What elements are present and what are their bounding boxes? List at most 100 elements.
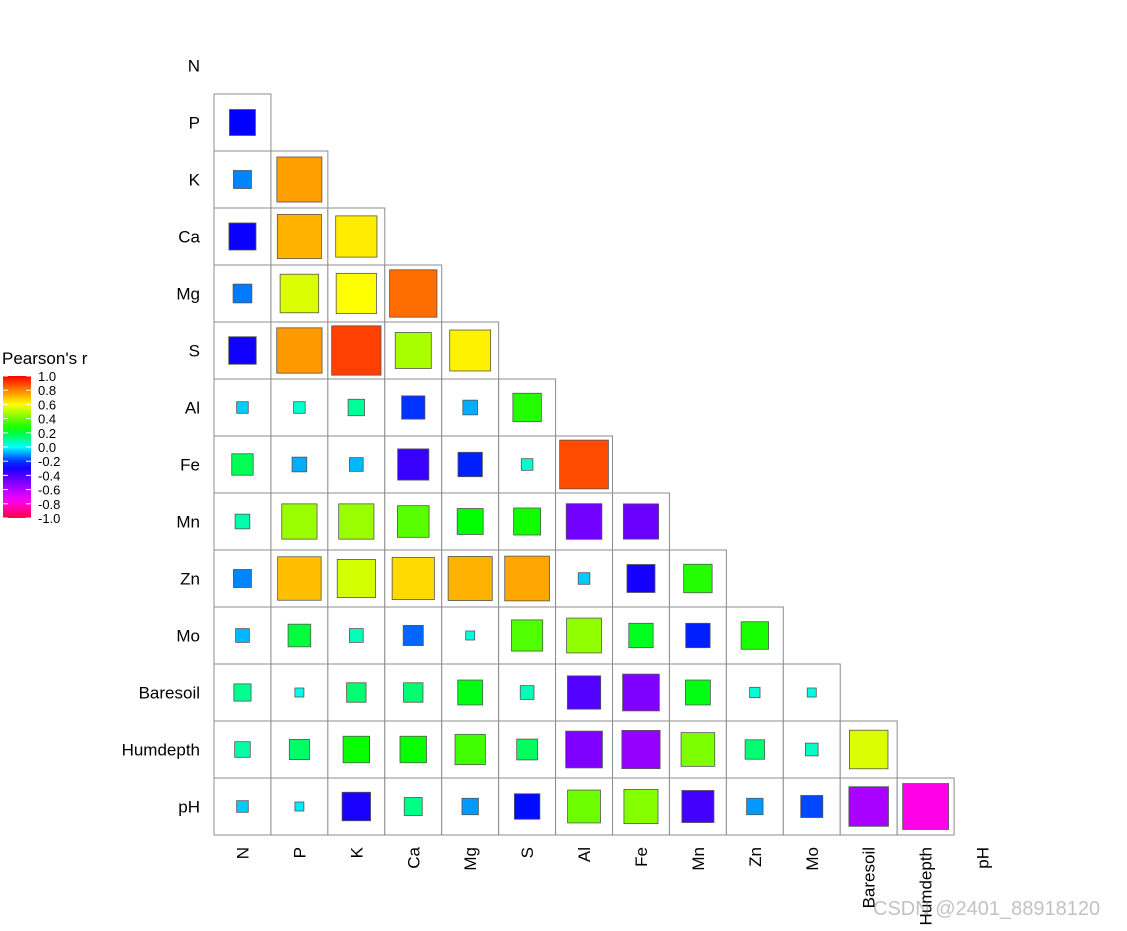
correlation-square [806, 687, 817, 698]
correlation-square [516, 738, 538, 761]
correlation-square [335, 272, 377, 315]
correlation-square [565, 503, 603, 540]
column-label: Mo [803, 847, 822, 871]
correlation-square [622, 673, 660, 712]
correlation-square [403, 797, 423, 816]
correlation-square [902, 783, 949, 830]
row-label: K [189, 171, 201, 190]
heatmap-cell [213, 435, 272, 494]
column-label: P [290, 847, 309, 858]
correlation-square [389, 269, 438, 318]
correlation-square [232, 283, 253, 304]
correlation-square [233, 683, 252, 702]
column-label: pH [974, 847, 993, 869]
correlation-square [683, 563, 713, 594]
correlation-square [233, 569, 252, 588]
legend-tick-label: -0.2 [38, 454, 60, 469]
correlation-square [804, 742, 819, 757]
correlation-square [566, 675, 602, 710]
correlation-square [520, 458, 534, 471]
column-label: S [518, 847, 537, 858]
correlation-square [347, 398, 365, 417]
correlation-square [401, 395, 426, 420]
correlation-square [685, 622, 711, 649]
correlation-square [626, 564, 656, 593]
column-label: Fe [632, 847, 651, 867]
correlation-square [293, 401, 306, 414]
correlation-square [511, 619, 544, 652]
correlation-square [394, 332, 432, 369]
row-label: Mn [176, 513, 200, 532]
legend-tick-label: -0.8 [38, 497, 60, 512]
correlation-square [457, 451, 483, 478]
correlation-square [577, 572, 591, 585]
correlation-square [294, 801, 305, 812]
correlation-square [512, 392, 542, 423]
column-label: N [233, 847, 252, 859]
correlation-square [746, 797, 764, 816]
correlation-square [294, 687, 305, 698]
correlation-square [567, 789, 601, 824]
correlation-square [349, 457, 364, 472]
column-label: Ca [404, 846, 423, 868]
correlation-square [291, 456, 308, 473]
legend-tick-label: -0.6 [38, 483, 60, 498]
row-label: Al [185, 399, 200, 418]
column-label: Al [575, 847, 594, 862]
correlation-square [800, 795, 824, 818]
correlation-square [513, 507, 542, 536]
correlation-square [231, 453, 254, 476]
correlation-square [559, 439, 609, 490]
correlation-square [628, 622, 654, 649]
legend-tick-label: -0.4 [38, 468, 60, 483]
correlation-square [276, 214, 322, 259]
row-label: N [188, 57, 200, 76]
column-label: Humdepth [917, 847, 936, 925]
legend-tick-label: 1.0 [38, 369, 56, 384]
correlation-square [849, 729, 889, 770]
correlation-square [681, 790, 715, 823]
correlation-square [513, 793, 541, 820]
correlation-square [504, 555, 550, 602]
column-label: Mn [689, 847, 708, 871]
correlation-square [236, 800, 249, 813]
column-label: Mg [461, 847, 480, 871]
legend-tick-label: 0.4 [38, 412, 56, 427]
correlation-square [349, 628, 364, 643]
row-label: Baresoil [139, 684, 200, 703]
correlation-square [229, 109, 256, 136]
row-label: Fe [180, 456, 200, 475]
correlation-square [685, 679, 711, 706]
correlation-square [519, 685, 535, 700]
column-label: Baresoil [860, 847, 879, 908]
correlation-square [336, 558, 376, 599]
correlation-square [402, 625, 424, 646]
column-label: Zn [746, 847, 765, 867]
heatmap-cell [384, 321, 443, 380]
correlation-square [277, 556, 322, 601]
correlation-square [338, 503, 375, 540]
legend-tick-label: 0.2 [38, 426, 56, 441]
correlation-square [622, 503, 660, 540]
correlation-square [397, 505, 430, 538]
correlation-square [288, 739, 310, 760]
row-label: P [189, 114, 200, 133]
correlation-square [287, 623, 312, 648]
row-label: Zn [180, 570, 200, 589]
correlation-square [749, 686, 761, 699]
legend-tick-label: 0.0 [38, 440, 56, 455]
correlation-square [228, 222, 257, 251]
correlation-square [462, 399, 478, 416]
correlation-square [279, 273, 320, 314]
row-label: Ca [178, 228, 200, 247]
row-label: Humdepth [122, 741, 200, 760]
correlation-square [461, 797, 479, 816]
correlation-square [331, 325, 382, 376]
correlation-square [740, 621, 769, 650]
row-label: S [189, 342, 200, 361]
legend-tick-label: 0.8 [38, 383, 56, 398]
correlation-square [346, 682, 367, 703]
correlation-square [276, 156, 323, 203]
correlation-square [449, 329, 492, 372]
